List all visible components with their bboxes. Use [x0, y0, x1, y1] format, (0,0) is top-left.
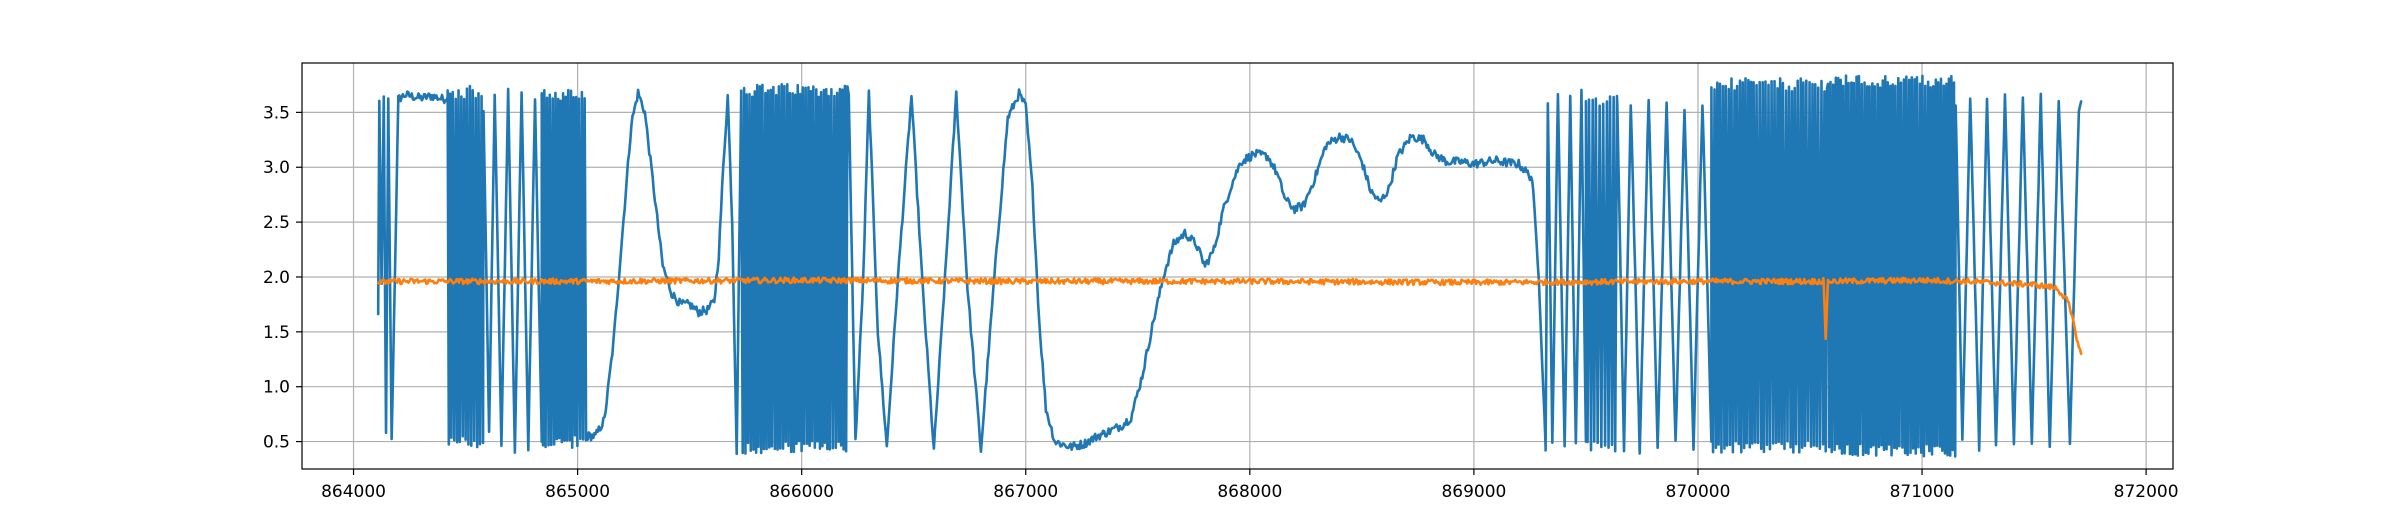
- y-tick-label: 1.5: [263, 323, 290, 343]
- y-tick-label: 1.0: [263, 378, 290, 398]
- series-line-1: [376, 74, 2083, 458]
- x-tick-label: 869000: [1441, 482, 1506, 502]
- x-tick-label: 868000: [1217, 482, 1282, 502]
- x-tick-label: 866000: [769, 482, 834, 502]
- series-line-2: [376, 276, 2083, 356]
- tick-layer: 864000 865000 866000 867000 868000 869000 8700…: [263, 103, 2179, 502]
- x-tick-label: 872000: [2114, 482, 2179, 502]
- y-tick-label: 0.5: [263, 433, 290, 453]
- plot-frame: [301, 62, 2174, 470]
- y-tick-label: 3.5: [263, 103, 290, 123]
- y-tick-label: 2.0: [263, 268, 290, 288]
- x-tick-label: 867000: [993, 482, 1058, 502]
- y-tick-label: 3.0: [263, 158, 290, 178]
- x-tick-label: 865000: [545, 482, 610, 502]
- series-layer: [376, 74, 2083, 458]
- x-tick-label: 864000: [321, 482, 386, 502]
- x-tick-label: 870000: [1666, 482, 1731, 502]
- y-tick-label: 2.5: [263, 213, 290, 233]
- x-tick-label: 871000: [1890, 482, 1955, 502]
